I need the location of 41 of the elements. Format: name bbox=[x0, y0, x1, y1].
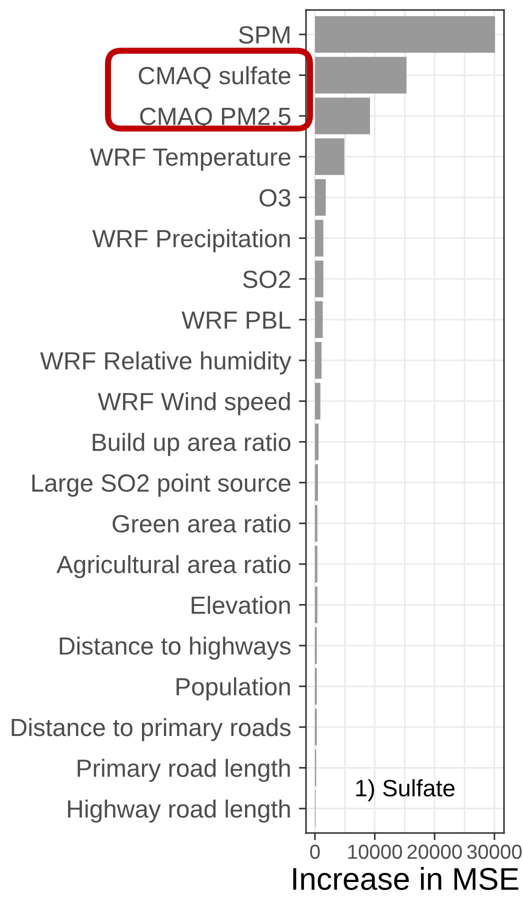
x-axis-title: Increase in MSE bbox=[293, 867, 518, 890]
bar bbox=[314, 138, 344, 176]
y-tick-label: WRF Relative humidity bbox=[40, 351, 292, 374]
bar bbox=[314, 179, 326, 216]
y-tick-label: Build up area ratio bbox=[92, 432, 290, 456]
bar bbox=[314, 301, 323, 338]
bar bbox=[314, 586, 318, 624]
y-tick-label: CMAQ PM2.5 bbox=[140, 108, 290, 130]
y-tick-label: Elevation bbox=[192, 596, 290, 614]
y-tick-label: Population bbox=[176, 677, 290, 700]
y-tick-label: SO2 bbox=[243, 270, 290, 288]
y-tick-label: Highway road length bbox=[68, 800, 290, 823]
bar bbox=[314, 546, 318, 582]
bar bbox=[314, 16, 496, 53]
annotation: 1) Sulfate bbox=[356, 779, 454, 802]
y-tick-label: Distance to highways bbox=[60, 636, 291, 660]
x-tick-label: 20000 bbox=[408, 844, 462, 859]
x-tick-label: 10000 bbox=[348, 844, 402, 859]
y-tick-label: Large SO2 point source bbox=[32, 474, 290, 497]
y-tick-label: O3 bbox=[260, 189, 290, 207]
bar bbox=[314, 505, 318, 542]
y-tick-label: CMAQ sulfate bbox=[138, 66, 290, 89]
y-tick-label: SPM bbox=[238, 26, 290, 44]
y-tick-label: WRF Precipitation bbox=[92, 229, 290, 252]
bar bbox=[314, 464, 318, 501]
y-tick-label: WRF Wind speed bbox=[98, 392, 290, 416]
y-tick-label: WRF Temperature bbox=[90, 148, 290, 171]
bar bbox=[314, 220, 324, 256]
bar bbox=[314, 342, 322, 379]
y-tick-label: Distance to primary roads bbox=[12, 718, 291, 742]
bar bbox=[314, 424, 319, 460]
y-tick-label: Agricultural area ratio bbox=[56, 555, 290, 578]
bar bbox=[314, 260, 324, 298]
y-tick-label: Green area ratio bbox=[112, 514, 290, 533]
y-tick-label: WRF PBL bbox=[182, 312, 291, 329]
x-tick-label: 30000 bbox=[467, 844, 522, 859]
bar bbox=[314, 382, 320, 420]
bar bbox=[314, 98, 370, 134]
y-tick-label: Primary road length bbox=[78, 758, 290, 782]
bar bbox=[314, 56, 406, 94]
x-tick-label: 0 bbox=[310, 844, 320, 859]
